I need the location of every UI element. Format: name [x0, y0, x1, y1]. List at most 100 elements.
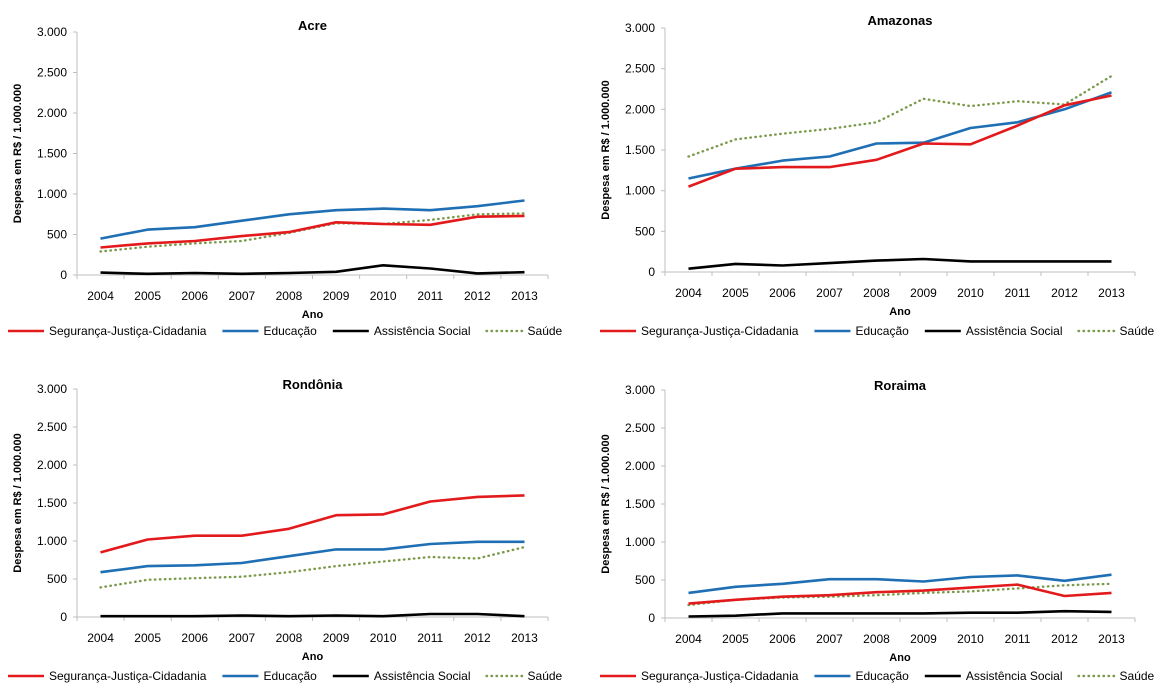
legend-label: Assistência Social — [374, 669, 471, 683]
x-tick-label: 2010 — [957, 286, 984, 300]
legend-label: Educação — [263, 324, 317, 338]
x-tick-label: 2009 — [323, 289, 350, 303]
x-tick-label: 2005 — [722, 286, 749, 300]
x-tick-label: 2007 — [816, 632, 843, 646]
y-axis-label: Despesa em R$ / 1.000.000 — [12, 433, 24, 572]
x-tick-label: 2012 — [464, 631, 491, 645]
legend: Segurança-Justiça-Cidadania Educação Assis… — [8, 669, 563, 683]
y-tick-label: 1.000 — [625, 184, 655, 198]
x-tick-label: 2011 — [417, 631, 443, 645]
y-tick-label: 1.000 — [625, 535, 655, 549]
y-tick-label: 2.500 — [37, 420, 67, 434]
y-tick-label: 1.500 — [37, 147, 67, 161]
y-tick-label: 2.000 — [625, 102, 655, 116]
x-tick-label: 2011 — [417, 289, 443, 303]
legend: Segurança-Justiça-Cidadania Educação Assis… — [8, 324, 563, 338]
x-axis-label: Ano — [889, 306, 911, 318]
x-tick-label: 2004 — [87, 631, 114, 645]
y-tick-label: 0 — [60, 610, 67, 624]
x-tick-label: 2004 — [675, 632, 702, 646]
y-tick-label: 3.000 — [37, 25, 67, 39]
y-tick-label: 1.500 — [37, 496, 67, 510]
y-tick-label: 0 — [648, 265, 655, 279]
x-tick-label: 2007 — [816, 286, 843, 300]
series-line-saude — [99, 545, 526, 589]
legend-label: Saúde — [528, 669, 563, 683]
y-tick-label: 500 — [47, 228, 67, 242]
y-tick-label: 0 — [648, 611, 655, 625]
x-tick-label: 2013 — [1098, 632, 1125, 646]
legend-label: Assistência Social — [374, 324, 471, 338]
legend-label: Segurança-Justiça-Cidadania — [49, 669, 207, 683]
y-tick-label: 3.000 — [625, 21, 655, 35]
x-tick-label: 2011 — [1005, 286, 1031, 300]
legend-label: Educação — [263, 669, 317, 683]
legend-label: Segurança-Justiça-Cidadania — [641, 324, 799, 338]
y-tick-label: 500 — [47, 572, 67, 586]
y-tick-label: 1.000 — [37, 187, 67, 201]
x-tick-label: 2009 — [910, 286, 937, 300]
y-tick-label: 2.000 — [37, 106, 67, 120]
x-axis-label: Ano — [302, 309, 324, 321]
y-tick-label: 1.500 — [625, 143, 655, 157]
series-line-assistencia-social — [100, 612, 525, 618]
x-tick-label: 2007 — [228, 289, 255, 303]
y-tick-label: 1.000 — [37, 534, 67, 548]
chart-title: Amazonas — [867, 13, 932, 28]
x-tick-label: 2013 — [511, 289, 538, 303]
y-tick-label: 1.500 — [625, 497, 655, 511]
series-line-assistencia-social — [688, 609, 1112, 618]
y-axis-label: Despesa em R$ / 1.000.000 — [600, 434, 612, 573]
x-axis-label: Ano — [889, 652, 911, 664]
x-tick-label: 2005 — [722, 632, 749, 646]
series-line-assistencia-social — [688, 257, 1112, 270]
chart-panel-3: Roraima 0 500 1.000 1.500 2.000 2.500 3.000 2004… — [600, 378, 1155, 683]
series-line-educacao — [688, 91, 1112, 180]
series-line-assistencia-social — [100, 263, 525, 276]
y-tick-label: 2.000 — [37, 458, 67, 472]
series-line-seguranca-justica-cidadania — [100, 214, 525, 249]
series-line-seguranca-justica-cidadania — [688, 94, 1112, 188]
x-tick-label: 2011 — [1005, 632, 1031, 646]
y-tick-label: 500 — [635, 573, 655, 587]
x-tick-label: 2009 — [323, 631, 350, 645]
legend-label: Saúde — [1120, 324, 1155, 338]
y-tick-label: 2.500 — [625, 62, 655, 76]
y-tick-label: 0 — [60, 268, 67, 282]
x-tick-label: 2012 — [464, 289, 491, 303]
x-tick-label: 2009 — [910, 632, 937, 646]
y-tick-label: 2.000 — [625, 459, 655, 473]
chart-title: Roraima — [874, 378, 927, 393]
x-tick-label: 2004 — [675, 286, 702, 300]
x-tick-label: 2006 — [769, 286, 796, 300]
x-tick-label: 2005 — [134, 631, 161, 645]
x-tick-label: 2008 — [276, 289, 303, 303]
x-tick-label: 2012 — [1051, 632, 1078, 646]
y-tick-label: 2.500 — [625, 421, 655, 435]
x-tick-label: 2013 — [511, 631, 538, 645]
chart-panel-1: Amazonas 0 500 1.000 1.500 2.000 2.500 3.000 200… — [600, 13, 1155, 338]
x-tick-label: 2008 — [276, 631, 303, 645]
y-axis-label: Despesa em R$ / 1.000.000 — [600, 80, 612, 219]
y-tick-label: 2.500 — [37, 66, 67, 80]
y-tick-label: 500 — [635, 224, 655, 238]
series-line-saude — [687, 74, 1113, 158]
legend: Segurança-Justiça-Cidadania Educação Assis… — [600, 669, 1155, 683]
x-tick-label: 2004 — [87, 289, 114, 303]
series-line-seguranca-justica-cidadania — [100, 494, 525, 554]
x-tick-label: 2008 — [863, 632, 890, 646]
chart-panel-2: Rondônia 0 500 1.000 1.500 2.000 2.500 3.000 200… — [8, 377, 563, 683]
series-line-educacao — [100, 540, 525, 574]
chart-title: Acre — [298, 18, 327, 33]
legend-label: Segurança-Justiça-Cidadania — [641, 669, 799, 683]
x-tick-label: 2012 — [1051, 286, 1078, 300]
x-tick-label: 2013 — [1098, 286, 1125, 300]
legend-label: Segurança-Justiça-Cidadania — [49, 324, 207, 338]
legend-label: Assistência Social — [966, 669, 1063, 683]
x-tick-label: 2008 — [863, 286, 890, 300]
series-line-educacao — [100, 199, 525, 240]
x-tick-label: 2005 — [134, 289, 161, 303]
x-tick-label: 2006 — [181, 289, 208, 303]
y-tick-label: 3.000 — [37, 382, 67, 396]
